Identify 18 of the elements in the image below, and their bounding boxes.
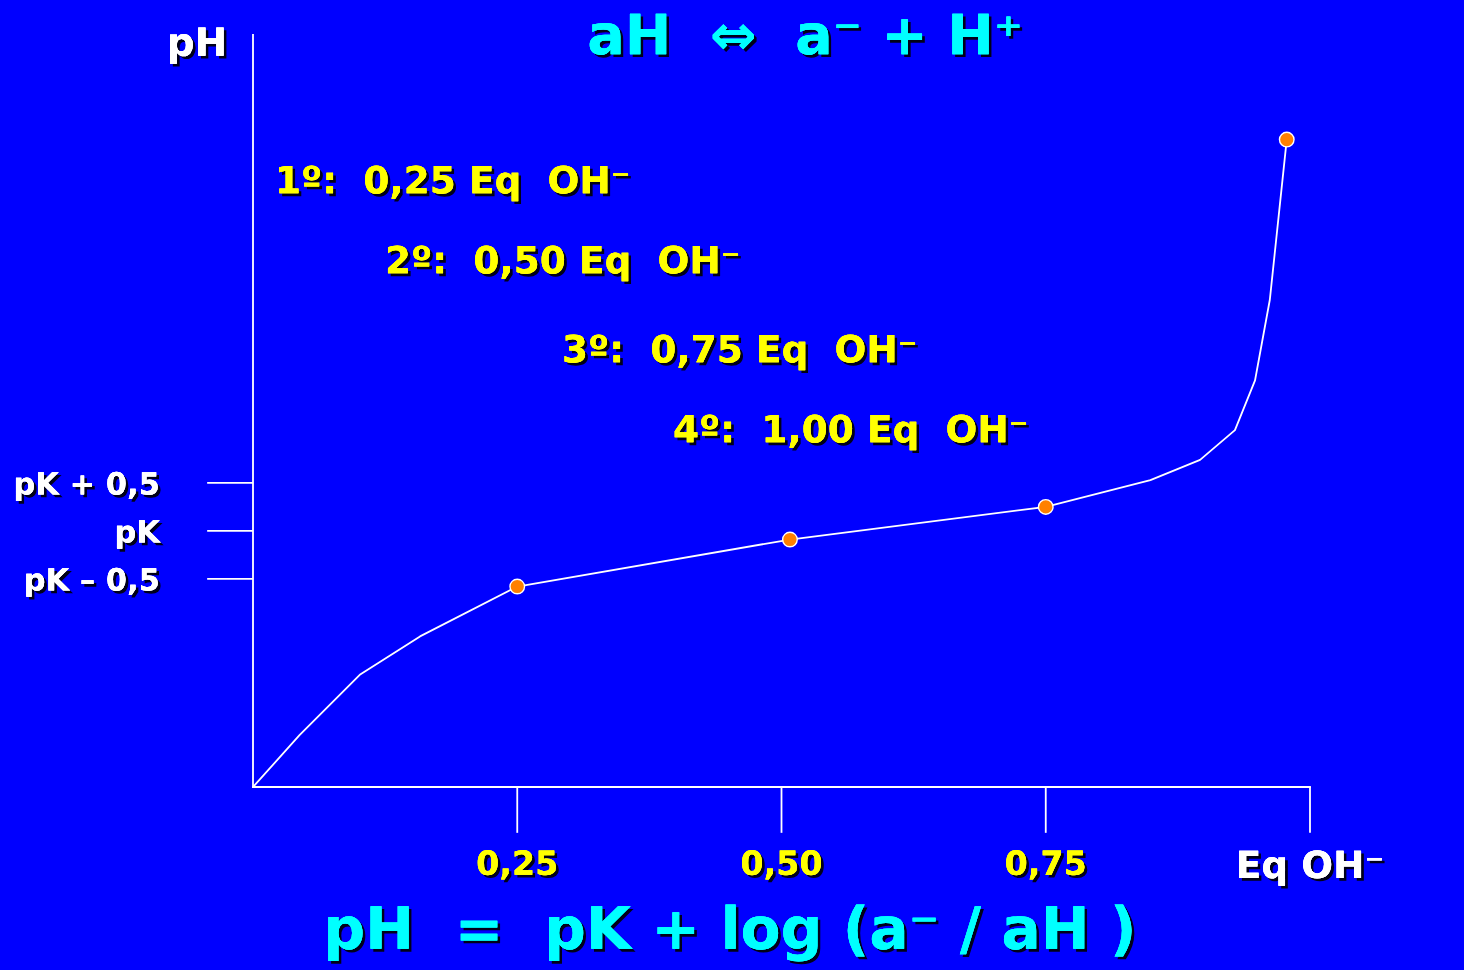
annotation: 3º: 0,75 Eq OH⁻ — [564, 334, 918, 373]
point — [1037, 498, 1054, 515]
x-tick-label: 0,50 — [741, 850, 824, 883]
x-tick-label: 0,25 — [477, 850, 559, 883]
y-axis-title: pH — [170, 27, 227, 67]
point — [781, 531, 798, 548]
y-tick-label: pK + 0,5 — [15, 471, 161, 504]
text: pH = pK + log (a⁻ / aH ) — [328, 904, 1135, 965]
x-tick-label: Eq OH⁻ — [1239, 850, 1385, 889]
point — [1278, 131, 1295, 148]
x-tick-label: 0,75 — [1006, 850, 1088, 883]
annotation: 4º: 1,00 Eq OH⁻ — [674, 414, 1029, 453]
annotation: 2º: 0,50 Eq OH⁻ — [387, 245, 741, 284]
annotation: 1º: 0,25 Eq OH⁻ — [279, 165, 631, 204]
chart-title: aH ⇔ a⁻ + H⁺ — [589, 13, 1023, 58]
y-tick-label: pK – 0,5 — [26, 567, 161, 600]
point — [509, 578, 526, 595]
y-tick-label: pK — [116, 520, 164, 552]
